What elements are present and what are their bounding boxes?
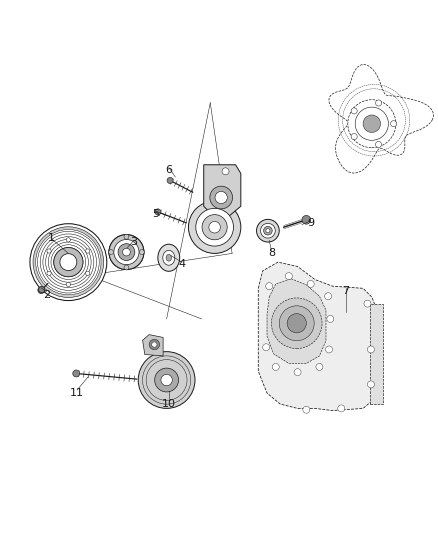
Circle shape xyxy=(363,115,381,133)
Circle shape xyxy=(167,177,173,183)
Circle shape xyxy=(316,364,323,370)
Text: 2: 2 xyxy=(43,290,50,300)
Circle shape xyxy=(351,108,357,114)
Circle shape xyxy=(325,346,332,353)
Circle shape xyxy=(327,316,334,322)
Circle shape xyxy=(367,381,374,388)
Circle shape xyxy=(54,247,83,277)
Text: 8: 8 xyxy=(268,248,275,259)
Circle shape xyxy=(85,249,90,253)
Text: 1: 1 xyxy=(47,233,54,243)
Ellipse shape xyxy=(158,244,180,271)
Text: 3: 3 xyxy=(131,238,138,247)
Circle shape xyxy=(257,220,279,242)
Circle shape xyxy=(66,282,71,287)
Circle shape xyxy=(36,230,101,295)
Circle shape xyxy=(338,405,345,412)
Circle shape xyxy=(123,248,130,256)
Text: 7: 7 xyxy=(342,286,349,295)
Circle shape xyxy=(391,120,397,127)
Circle shape xyxy=(266,229,270,233)
Circle shape xyxy=(39,287,45,293)
Circle shape xyxy=(307,280,314,287)
Circle shape xyxy=(38,287,45,294)
Circle shape xyxy=(138,352,195,408)
Ellipse shape xyxy=(163,251,175,265)
Circle shape xyxy=(47,271,51,276)
Circle shape xyxy=(209,221,220,233)
Circle shape xyxy=(109,235,144,270)
Circle shape xyxy=(375,141,381,148)
Text: 10: 10 xyxy=(162,399,176,409)
Circle shape xyxy=(109,235,144,270)
Circle shape xyxy=(155,368,179,392)
Circle shape xyxy=(73,370,80,377)
Circle shape xyxy=(215,191,227,204)
Circle shape xyxy=(124,265,129,270)
Text: 4: 4 xyxy=(178,260,185,269)
Circle shape xyxy=(210,186,233,209)
Circle shape xyxy=(118,244,135,261)
Circle shape xyxy=(152,342,157,347)
Text: 5: 5 xyxy=(152,209,159,219)
Circle shape xyxy=(188,201,241,253)
Circle shape xyxy=(47,249,51,253)
Circle shape xyxy=(348,100,396,148)
Circle shape xyxy=(303,406,310,413)
Circle shape xyxy=(155,209,161,215)
Circle shape xyxy=(266,282,273,289)
Circle shape xyxy=(294,369,301,376)
Circle shape xyxy=(149,340,159,350)
Circle shape xyxy=(272,364,279,370)
Circle shape xyxy=(287,313,306,333)
Circle shape xyxy=(364,300,371,307)
Text: 9: 9 xyxy=(307,218,314,228)
Circle shape xyxy=(264,227,272,235)
Circle shape xyxy=(351,133,357,140)
Circle shape xyxy=(33,227,104,297)
Circle shape xyxy=(325,293,332,300)
Circle shape xyxy=(375,100,381,106)
Circle shape xyxy=(196,208,233,246)
Polygon shape xyxy=(204,165,241,217)
Circle shape xyxy=(367,346,374,353)
Polygon shape xyxy=(258,262,381,410)
Circle shape xyxy=(222,168,229,175)
Text: 6: 6 xyxy=(165,165,172,175)
Circle shape xyxy=(202,215,227,240)
Circle shape xyxy=(114,239,139,265)
Circle shape xyxy=(85,271,90,276)
Polygon shape xyxy=(143,335,163,356)
Circle shape xyxy=(286,272,292,280)
Ellipse shape xyxy=(166,254,172,261)
Polygon shape xyxy=(267,279,326,364)
Circle shape xyxy=(109,249,113,255)
Circle shape xyxy=(302,215,311,224)
Circle shape xyxy=(261,223,275,238)
Circle shape xyxy=(263,344,270,351)
Circle shape xyxy=(139,249,144,255)
Text: 11: 11 xyxy=(70,388,84,398)
Circle shape xyxy=(66,238,71,242)
Circle shape xyxy=(124,235,129,239)
Circle shape xyxy=(279,306,314,341)
Circle shape xyxy=(60,254,77,271)
Bar xyxy=(370,304,383,404)
Circle shape xyxy=(161,374,172,386)
Circle shape xyxy=(30,224,107,301)
Circle shape xyxy=(272,298,322,349)
